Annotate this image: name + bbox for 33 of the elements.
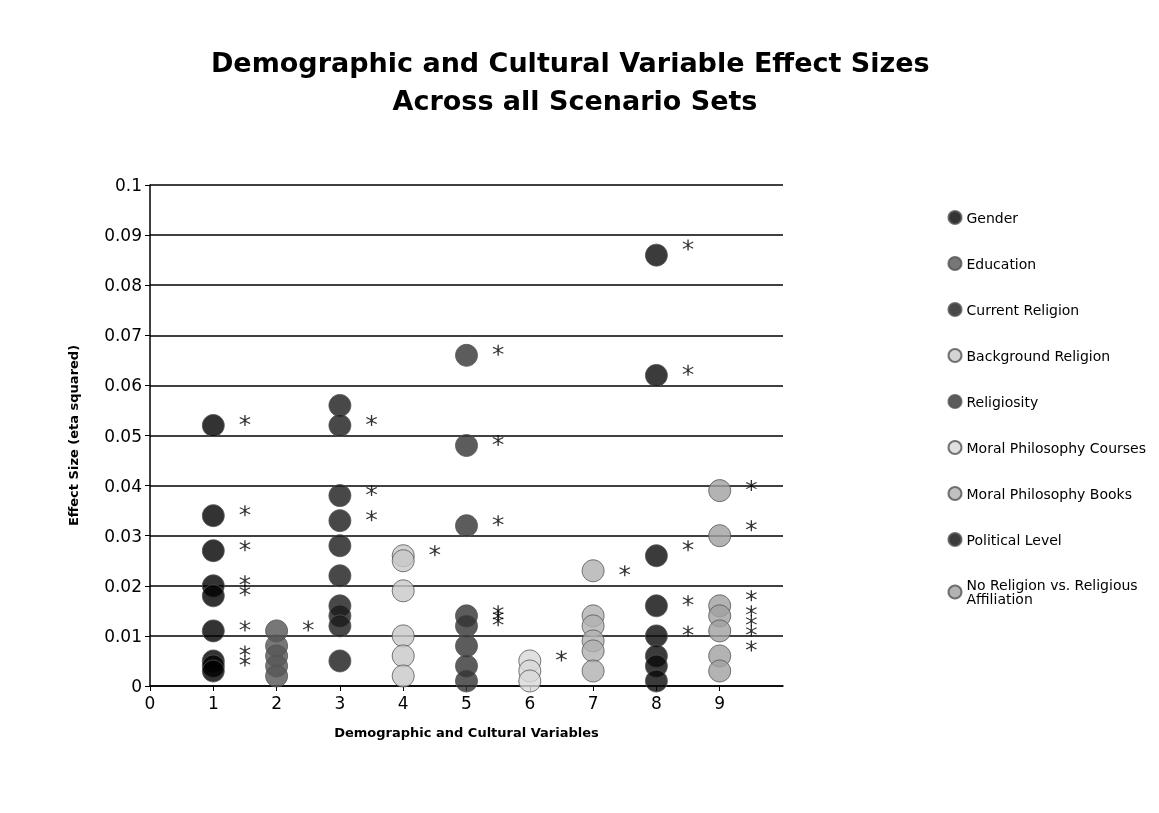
x-tick-label: 2	[271, 692, 283, 713]
y-tick-label: 0.01	[104, 625, 142, 646]
legend-label: Political Level	[966, 531, 1062, 548]
y-tick-label: 0.06	[104, 375, 142, 396]
y-tick-label: 0.05	[104, 425, 142, 446]
y-tick-label: 0.08	[104, 275, 142, 296]
x-tick-label: 5	[461, 692, 472, 713]
y-tick-label: 0.09	[104, 225, 142, 246]
x-tick-label: 1	[207, 692, 219, 713]
legend-label: Religiosity	[966, 393, 1039, 410]
x-tick-label: 6	[524, 692, 536, 713]
x-tick-label: 9	[714, 692, 726, 713]
x-tick-label: 8	[650, 692, 662, 713]
chart-title: Demographic and Cultural Variable Effect Sizes Across all Scenario Sets	[210, 46, 940, 116]
y-tick-label: 0	[131, 676, 142, 696]
x-tick-label: 3	[334, 692, 346, 713]
legend-label: Gender	[966, 209, 1019, 226]
x-tick-label: 0	[144, 692, 156, 713]
y-tick-label: 0.02	[104, 575, 142, 596]
y-axis-title: Effect Size (eta squared)	[66, 344, 81, 527]
x-tick-label: 7	[587, 692, 599, 713]
y-tick-label: 0.03	[104, 525, 142, 546]
legend-label: No Religion vs. Religious Affiliation	[966, 577, 1138, 607]
legend-label: Education	[966, 255, 1037, 272]
y-tick-label: 0.04	[104, 475, 142, 496]
legend-label: Current Religion	[966, 301, 1080, 318]
legend-label: Moral Philosophy Courses	[966, 439, 1147, 456]
y-tick-label: 0.07	[104, 325, 142, 346]
x-tick-label: 4	[397, 692, 409, 713]
x-axis-title: Demographic and Cultural Variables	[334, 725, 600, 740]
legend-label: Background Religion	[966, 347, 1111, 364]
legend-label: Moral Philosophy Books	[966, 485, 1132, 502]
y-tick-label: 0.1	[114, 175, 142, 195]
